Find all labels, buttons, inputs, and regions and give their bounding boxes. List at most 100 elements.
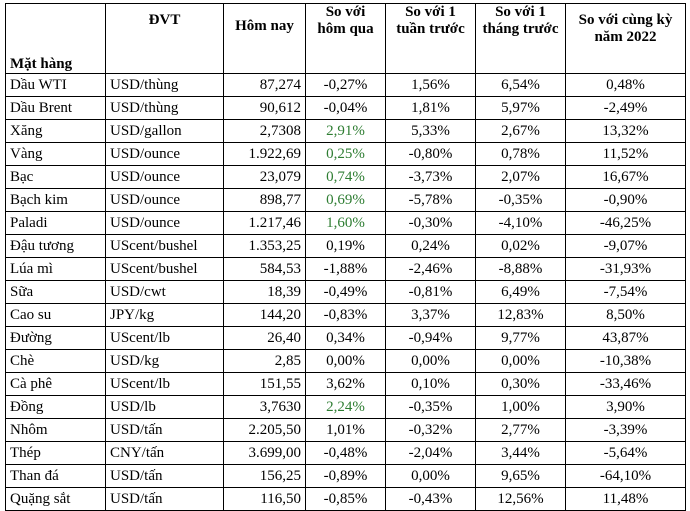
row-name: Chè — [5, 349, 106, 373]
row-vs-month: 9,65% — [475, 464, 566, 488]
row-name: Bạch kim — [5, 188, 106, 212]
row-today: 23,079 — [223, 165, 306, 189]
row-today: 151,55 — [223, 372, 306, 396]
row-vs-year: 3,90% — [565, 395, 686, 419]
row-vs-week: 0,10% — [385, 372, 476, 396]
table-row: Quặng sắt USD/tấn 116,50 -0,85% -0,43% 12,56%… — [5, 487, 686, 511]
row-name: Cà phê — [5, 372, 106, 396]
row-vs-year: -46,25% — [565, 211, 686, 235]
row-name: Thép — [5, 441, 106, 465]
row-vs-month: 1,00% — [475, 395, 566, 419]
row-vs-year: -64,10% — [565, 464, 686, 488]
header-unit: ĐVT — [105, 3, 224, 74]
row-vs-week: 0,24% — [385, 234, 476, 258]
table-row: Xăng USD/gallon 2,7308 2,91% 5,33% 2,67% 13,32… — [5, 119, 686, 143]
row-name: Lúa mì — [5, 257, 106, 281]
row-unit: USD/thùng — [105, 73, 224, 97]
row-vs-year: -31,93% — [565, 257, 686, 281]
row-unit: USD/tấn — [105, 464, 224, 488]
row-vs-year: -0,90% — [565, 188, 686, 212]
row-today: 584,53 — [223, 257, 306, 281]
row-vs-year: -10,38% — [565, 349, 686, 373]
row-vs-year: -3,39% — [565, 418, 686, 442]
row-vs-year: -2,49% — [565, 96, 686, 120]
table-row: Sữa USD/cwt 18,39 -0,49% -0,81% 6,49% -7,54% — [5, 280, 686, 304]
row-today: 1.353,25 — [223, 234, 306, 258]
row-vs-week: 1,81% — [385, 96, 476, 120]
row-vs-yesterday: 1,60% — [305, 211, 386, 235]
row-vs-week: 0,00% — [385, 349, 476, 373]
row-vs-week: -0,32% — [385, 418, 476, 442]
row-today: 1.922,69 — [223, 142, 306, 166]
row-vs-year: -7,54% — [565, 280, 686, 304]
row-name: Paladi — [5, 211, 106, 235]
row-vs-month: 6,54% — [475, 73, 566, 97]
row-vs-month: 0,78% — [475, 142, 566, 166]
row-vs-week: -5,78% — [385, 188, 476, 212]
row-vs-week: 5,33% — [385, 119, 476, 143]
row-vs-yesterday: 2,24% — [305, 395, 386, 419]
row-vs-year: 11,48% — [565, 487, 686, 511]
header-vs-year: So với cùng kỳ năm 2022 — [565, 3, 686, 74]
row-vs-month: 5,97% — [475, 96, 566, 120]
row-name: Dầu WTI — [5, 73, 106, 97]
table-row: Vàng USD/ounce 1.922,69 0,25% -0,80% 0,78% 11,… — [5, 142, 686, 166]
row-vs-week: -0,80% — [385, 142, 476, 166]
table-row: Bạch kim USD/ounce 898,77 0,69% -5,78% -0,35%… — [5, 188, 686, 212]
row-vs-week: -2,04% — [385, 441, 476, 465]
row-vs-yesterday: -0,27% — [305, 73, 386, 97]
row-today: 2.205,50 — [223, 418, 306, 442]
row-today: 2,85 — [223, 349, 306, 373]
row-vs-week: -0,43% — [385, 487, 476, 511]
row-unit: UScent/bushel — [105, 234, 224, 258]
row-today: 1.217,46 — [223, 211, 306, 235]
row-today: 3,7630 — [223, 395, 306, 419]
row-today: 87,274 — [223, 73, 306, 97]
row-unit: USD/gallon — [105, 119, 224, 143]
row-vs-yesterday: 2,91% — [305, 119, 386, 143]
commodity-price-table: Mặt hàng ĐVT Hôm nay So với hôm qua So v… — [5, 3, 686, 511]
row-name: Đồng — [5, 395, 106, 419]
header-vs-month: So với 1 tháng trước — [475, 3, 566, 74]
row-vs-week: -0,30% — [385, 211, 476, 235]
row-vs-year: 16,67% — [565, 165, 686, 189]
row-today: 144,20 — [223, 303, 306, 327]
row-unit: CNY/tấn — [105, 441, 224, 465]
row-vs-yesterday: -0,89% — [305, 464, 386, 488]
row-name: Than đá — [5, 464, 106, 488]
row-vs-month: 2,67% — [475, 119, 566, 143]
table-row: Chè USD/kg 2,85 0,00% 0,00% 0,00% -10,38% — [5, 349, 686, 373]
row-vs-yesterday: -0,83% — [305, 303, 386, 327]
table-row: Đồng USD/lb 3,7630 2,24% -0,35% 1,00% 3,90% — [5, 395, 686, 419]
row-unit: USD/ounce — [105, 188, 224, 212]
row-vs-yesterday: -0,48% — [305, 441, 386, 465]
row-unit: USD/ounce — [105, 142, 224, 166]
row-name: Xăng — [5, 119, 106, 143]
row-unit: UScent/lb — [105, 326, 224, 350]
row-today: 3.699,00 — [223, 441, 306, 465]
row-unit: UScent/bushel — [105, 257, 224, 281]
row-unit: USD/thùng — [105, 96, 224, 120]
row-name: Nhôm — [5, 418, 106, 442]
row-today: 2,7308 — [223, 119, 306, 143]
row-unit: USD/kg — [105, 349, 224, 373]
table-row: Thép CNY/tấn 3.699,00 -0,48% -2,04% 3,44% -5,6… — [5, 441, 686, 465]
row-vs-yesterday: 3,62% — [305, 372, 386, 396]
row-today: 116,50 — [223, 487, 306, 511]
row-unit: USD/cwt — [105, 280, 224, 304]
table-row: Nhôm USD/tấn 2.205,50 1,01% -0,32% 2,77% -3,39… — [5, 418, 686, 442]
row-vs-week: -3,73% — [385, 165, 476, 189]
row-today: 898,77 — [223, 188, 306, 212]
row-vs-month: 2,77% — [475, 418, 566, 442]
row-vs-week: 0,00% — [385, 464, 476, 488]
table-row: Cao su JPY/kg 144,20 -0,83% 3,37% 12,83% 8,50% — [5, 303, 686, 327]
header-vs-yesterday: So với hôm qua — [305, 3, 386, 74]
row-today: 156,25 — [223, 464, 306, 488]
table-row: Bạc USD/ounce 23,079 0,74% -3,73% 2,07% 16,67% — [5, 165, 686, 189]
row-vs-yesterday: 0,25% — [305, 142, 386, 166]
table-body: Dầu WTI USD/thùng 87,274 -0,27% 1,56% 6,54% 0,… — [5, 73, 686, 511]
table-row: Dầu Brent USD/thùng 90,612 -0,04% 1,81% 5,97%… — [5, 96, 686, 120]
row-unit: USD/ounce — [105, 211, 224, 235]
header-item: Mặt hàng — [5, 3, 106, 74]
row-vs-year: 43,87% — [565, 326, 686, 350]
